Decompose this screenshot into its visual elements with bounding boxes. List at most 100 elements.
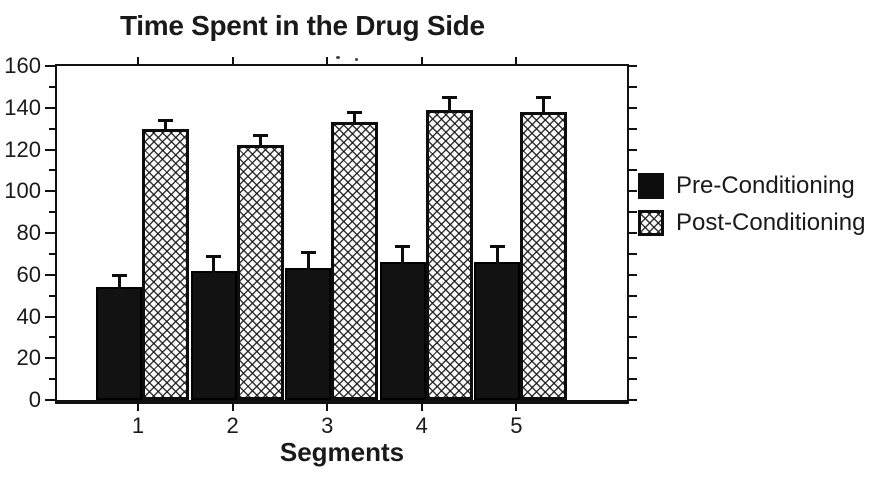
right-axis-tick — [629, 252, 637, 255]
y-axis-tick-label: 140 — [4, 94, 41, 120]
error-bar-line — [306, 251, 310, 271]
error-bar-cap — [158, 119, 173, 123]
error-bar-line — [117, 274, 121, 290]
top-axis-tick — [326, 57, 329, 64]
error-bar-cap — [252, 133, 268, 137]
right-axis-tick — [629, 85, 637, 88]
y-axis-major-tick — [45, 399, 55, 401]
right-axis-tick — [629, 148, 637, 151]
legend-item-pre-conditioning: Pre-Conditioning — [638, 172, 865, 200]
right-axis-tick — [629, 294, 637, 297]
bar-post-conditioning-seg5 — [520, 111, 568, 400]
x-axis-title: Segments — [279, 437, 405, 467]
error-bar-cap — [206, 254, 222, 258]
right-axis-tick — [629, 315, 637, 318]
top-axis-tick — [231, 57, 234, 64]
error-bar-cap — [347, 110, 363, 114]
error-bar-cap — [489, 244, 505, 248]
legend-item-post-conditioning: Post-Conditioning — [638, 209, 865, 237]
error-bar-line — [164, 120, 167, 131]
legend: Pre-Conditioning Post-Conditioning — [638, 172, 865, 246]
y-axis-minor-tick — [49, 336, 55, 339]
chart-title: Time Spent in the Drug Side — [120, 10, 485, 41]
x-axis-tick — [515, 404, 518, 411]
legend-label: Pre-Conditioning — [676, 172, 855, 199]
y-axis-minor-tick — [49, 127, 55, 130]
right-axis-tick — [629, 190, 637, 193]
plot-frame — [55, 64, 629, 404]
legend-swatch-crosshatch — [638, 210, 664, 236]
y-axis-major-tick — [45, 357, 55, 360]
right-axis-tick — [629, 211, 637, 214]
top-axis-tick — [420, 57, 423, 64]
right-axis-tick — [629, 65, 637, 67]
top-axis-tick — [137, 57, 139, 64]
legend-swatch-solid-black — [638, 173, 664, 199]
x-axis-tick — [137, 404, 139, 411]
bar-post-conditioning-seg4 — [425, 109, 473, 400]
y-axis-tick-label: 120 — [4, 136, 41, 162]
x-axis-tick-label: 1 — [131, 413, 145, 438]
bar-pre-conditioning-seg1 — [96, 287, 142, 400]
bar-pre-conditioning-seg2 — [190, 270, 237, 400]
y-axis-tick-label: 100 — [4, 178, 41, 204]
right-axis-tick — [629, 378, 637, 381]
error-bar-line — [353, 111, 357, 125]
x-axis-tick-label: 2 — [226, 413, 239, 438]
right-axis-tick — [629, 336, 637, 339]
y-axis-minor-tick — [49, 211, 55, 214]
y-axis-major-tick — [45, 106, 55, 109]
y-axis-major-tick — [45, 190, 55, 193]
error-bar-line — [447, 97, 451, 112]
right-axis-tick — [629, 399, 637, 401]
x-axis-tick — [326, 404, 329, 411]
y-axis-minor-tick — [49, 294, 55, 297]
top-axis-tick — [515, 57, 518, 64]
y-axis-major-tick — [45, 232, 55, 234]
right-axis-tick — [629, 273, 637, 276]
y-axis-minor-tick — [49, 252, 55, 255]
error-bar-line — [258, 134, 262, 148]
x-axis-tick — [420, 404, 423, 411]
y-axis-major-tick — [45, 65, 55, 67]
bar-pre-conditioning-seg4 — [379, 262, 426, 400]
y-axis-major-tick — [45, 148, 55, 151]
right-axis-tick — [629, 127, 637, 130]
error-bar-cap — [536, 96, 552, 100]
x-axis-tick-label: 5 — [510, 413, 523, 438]
bar-post-conditioning-seg3 — [331, 122, 379, 400]
bar-pre-conditioning-seg3 — [285, 268, 332, 400]
y-axis-tick-label: 80 — [16, 220, 41, 245]
y-axis-major-tick — [45, 315, 55, 318]
error-bar-cap — [300, 250, 316, 254]
x-axis-tick-label: 3 — [321, 413, 334, 438]
bar-post-conditioning-seg2 — [236, 145, 284, 400]
y-axis-minor-tick — [49, 169, 55, 172]
scan-artifact-dot — [336, 56, 340, 59]
error-bar-line — [495, 245, 499, 265]
error-bar-line — [401, 245, 405, 265]
right-axis-tick — [629, 106, 637, 109]
error-bar-line — [542, 97, 546, 114]
bar-pre-conditioning-seg5 — [474, 262, 521, 400]
right-axis-tick — [629, 169, 637, 172]
right-axis-tick — [629, 232, 637, 234]
scan-artifact-dot — [355, 58, 358, 61]
y-axis-tick-label: 160 — [4, 53, 41, 78]
bar-post-conditioning-seg1 — [142, 128, 189, 400]
y-axis-minor-tick — [49, 378, 55, 381]
x-axis-tick-label: 4 — [415, 413, 428, 438]
error-bar-line — [212, 255, 216, 273]
y-axis-tick-label: 20 — [16, 345, 41, 371]
error-bar-cap — [395, 244, 411, 248]
error-bar-cap — [111, 273, 127, 277]
error-bar-cap — [441, 96, 457, 100]
y-axis-tick-label: 40 — [16, 303, 41, 329]
y-axis-major-tick — [45, 273, 55, 276]
x-axis-tick — [231, 404, 234, 411]
y-axis-minor-tick — [49, 85, 55, 88]
y-axis-tick-label: 60 — [16, 261, 41, 287]
y-axis-tick-label: 0 — [28, 387, 41, 412]
